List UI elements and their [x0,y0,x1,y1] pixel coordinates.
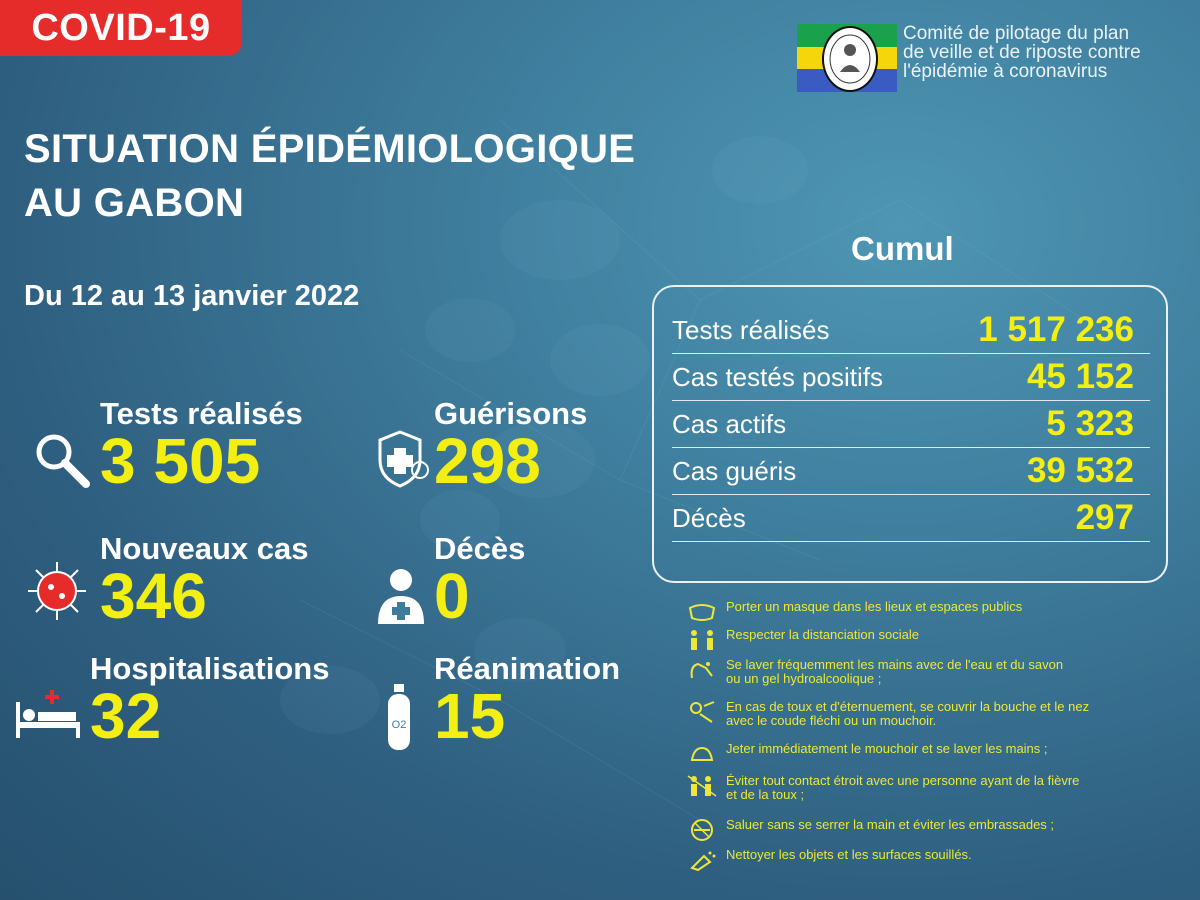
stat-reanimation-value: 15 [434,680,506,752]
cumul-table: Tests réalisés 1 517 236 Cas testés posi… [652,285,1168,583]
advice-text: Nettoyer les objets et les surfaces soui… [726,847,972,862]
stat-deces-value: 0 [434,560,470,632]
cumul-value: 1 517 236 [978,310,1134,349]
advice-text: Jeter immédiatement le mouchoir et se la… [726,741,1048,756]
cumul-row: Décès 297 [672,495,1150,542]
distance-icon [691,630,713,650]
stat-reanimation-label: Réanimation [434,651,621,686]
cumul-label: Cas actifs [672,408,787,439]
cumul-label: Tests réalisés [672,314,830,345]
committee-line-2: de veille et de riposte contre [903,42,1141,63]
cumul-value: 45 152 [1026,357,1134,396]
handwash-icon [690,662,713,679]
committee-line-3: l'épidémie à coronavirus [903,61,1108,82]
person-cross-icon [378,569,424,624]
advice-text: En cas de toux et d'éternuement, se couv… [726,699,1090,714]
no-handshake-icon [691,819,713,841]
mask-icon [688,604,716,621]
stat-hospitalisations-label: Hospitalisations [90,651,330,686]
stat-hospitalisations: Hospitalisations 32 [90,651,330,752]
stat-tests-value: 3 505 [100,425,261,497]
advice-text-cont: avec le coude fléchi ou un mouchoir. [726,713,937,728]
advice-item: En cas de toux et d'éternuement, se couv… [686,700,1156,728]
cumul-label: Décès [672,502,746,533]
cumul-value: 5 323 [1046,404,1134,443]
stat-nouveaux-label: Nouveaux cas [100,531,309,566]
stat-guerisons-label: Guérisons [434,396,588,431]
hospital-bed-icon [16,690,80,738]
period-date: Du 12 au 13 janvier 2022 [24,280,360,312]
advice-item: Jeter immédiatement le mouchoir et se la… [686,742,1156,766]
shield-virus-icon [378,430,429,488]
advice-text: Éviter tout contact étroit avec une pers… [726,773,1080,788]
no-contact-icon [687,775,717,797]
committee-line-1: Comité de pilotage du plan [903,23,1130,44]
advice-item: Se laver fréquemment les mains avec de l… [686,658,1156,686]
cumul-value: 39 532 [1026,451,1134,490]
stat-nouveaux-cas: Nouveaux cas 346 [100,531,309,632]
stat-tests-label: Tests réalisés [100,396,303,431]
republic-seal-icon [822,26,878,92]
stat-deces-label: Décès [434,531,526,566]
advice-text-cont: et de la toux ; [726,787,805,802]
advice-item: Saluer sans se serrer la main et éviter … [686,818,1156,842]
oxygen-tank-icon: O2 [388,684,410,750]
advice-text: Porter un masque dans les lieux et espac… [726,599,1023,614]
cough-icon [690,701,715,723]
svg-text:O2: O2 [392,719,407,731]
advice-item: Respecter la distanciation sociale [686,628,1156,652]
cumul-label: Cas guéris [672,455,797,486]
cumul-row: Cas testés positifs 45 152 [672,354,1150,401]
committee-name: Comité de pilotage du plan de veille et … [903,24,1163,81]
gabon-flag-emblem [797,24,897,92]
stat-guerisons-value: 298 [434,425,541,497]
cumul-row: Cas guéris 39 532 [672,448,1150,495]
advice-text: Respecter la distanciation sociale [726,627,919,642]
advice-text-cont: ou un gel hydroalcoolique ; [726,671,882,686]
page-title: SITUATION ÉPIDÉMIOLOGIQUE AU GABON [24,122,704,230]
cumul-label: Cas testés positifs [672,361,883,392]
stat-guerisons: Guérisons 298 [434,396,588,497]
tissue-icon [690,746,714,761]
virus-icon [28,562,86,620]
stat-tests: Tests réalisés 3 505 [100,396,303,497]
advice-item: Éviter tout contact étroit avec une pers… [686,774,1156,802]
stat-reanimation: Réanimation 15 [434,651,621,752]
cleaning-icon [690,851,716,872]
stat-nouveaux-value: 346 [100,560,207,632]
title-line-2: AU GABON [24,181,245,225]
title-line-1: SITUATION ÉPIDÉMIOLOGIQUE [24,127,636,171]
advice-item: Porter un masque dans les lieux et espac… [686,600,1156,624]
cumul-title: Cumul [851,230,954,267]
cumul-row: Cas actifs 5 323 [672,401,1150,448]
committee-header: Comité de pilotage du plan de veille et … [797,24,1163,92]
advice-item: Nettoyer les objets et les surfaces soui… [686,848,1156,872]
advice-text: Se laver fréquemment les mains avec de l… [726,657,1064,672]
stat-deces: Décès 0 [434,531,526,632]
cumul-row: Tests réalisés 1 517 236 [672,307,1150,354]
stat-hospitalisations-value: 32 [90,680,162,752]
covid-badge: COVID-19 [0,0,242,56]
magnifier-icon [36,434,90,488]
advice-text: Saluer sans se serrer la main et éviter … [726,817,1055,832]
cumul-value: 297 [1075,498,1134,537]
